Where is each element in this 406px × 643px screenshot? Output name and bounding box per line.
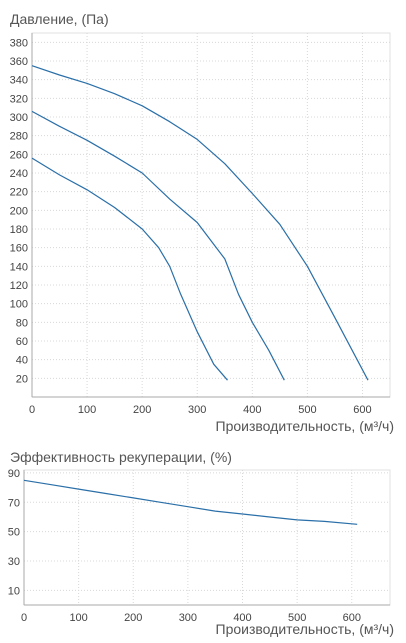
chart0-y-tick-label: 160 bbox=[10, 243, 28, 255]
chart0-y-tick-label: 240 bbox=[10, 168, 28, 180]
chart0-y-tick-label: 280 bbox=[10, 131, 28, 143]
chart1-x-tick-label: 500 bbox=[288, 612, 306, 624]
chart0-y-tick-label: 360 bbox=[10, 56, 28, 68]
chart0-x-tick-label: 100 bbox=[78, 404, 96, 416]
chart1-series-line-0 bbox=[23, 479, 358, 525]
chart0-y-tick-label: 140 bbox=[10, 261, 28, 273]
chart1-x-tick-label: 0 bbox=[21, 612, 27, 624]
chart1-y-tick-label: 90 bbox=[8, 468, 20, 480]
pressure-chart-title: Давление, (Па) bbox=[10, 11, 109, 27]
chart0-y-tick-label: 80 bbox=[16, 317, 28, 329]
chart1-x-tick-label: 600 bbox=[343, 612, 361, 624]
efficiency-plot: 10 30 50 70 90 0 100 200 300 400 500 600 bbox=[8, 468, 391, 624]
chart0-plot-area bbox=[31, 32, 391, 398]
chart0-series-line-2 bbox=[31, 65, 369, 381]
chart1-x-tick-label: 200 bbox=[124, 612, 142, 624]
chart1-y-tick-label: 30 bbox=[8, 556, 20, 568]
chart0-y-tick-label: 120 bbox=[10, 280, 28, 292]
chart0-y-tick-label: 20 bbox=[16, 373, 28, 385]
chart1-y-tick-label: 50 bbox=[8, 527, 20, 539]
pressure-chart-x-label: Производительность, (м³/ч) bbox=[215, 418, 394, 434]
chart1-x-tick-label: 400 bbox=[233, 612, 251, 624]
pressure-chart: Давление, (Па) 20 40 60 80 100 120 140 160 180 20… bbox=[10, 11, 394, 434]
chart0-y-tick-label: 60 bbox=[16, 336, 28, 348]
chart0-x-tick-label: 200 bbox=[133, 404, 151, 416]
chart0-x-tick-label: 0 bbox=[29, 404, 35, 416]
pressure-plot: 20 40 60 80 100 120 140 160 180 200 220 240 260 280 30… bbox=[10, 32, 391, 416]
efficiency-chart-x-label: Производительность, (м³/ч) bbox=[215, 621, 394, 637]
chart0-y-tick-label: 200 bbox=[10, 205, 28, 217]
chart1-y-tick-label: 70 bbox=[8, 497, 20, 509]
chart1-x-tick-label: 100 bbox=[69, 612, 87, 624]
efficiency-chart: Эффективность рекуперации, (%) 10 30 50 70 9… bbox=[0, 440, 406, 643]
chart0-series-line-1 bbox=[31, 110, 285, 381]
chart0-y-tick-label: 40 bbox=[16, 355, 28, 367]
chart0-x-tick-label: 300 bbox=[188, 404, 206, 416]
chart0-x-tick-label: 500 bbox=[298, 404, 316, 416]
chart0-y-tick-label: 340 bbox=[10, 75, 28, 87]
chart0-y-tick-label: 260 bbox=[10, 149, 28, 161]
chart1-y-tick-label: 10 bbox=[8, 585, 20, 597]
chart0-series-line-0 bbox=[31, 157, 228, 381]
chart0-x-tick-label: 600 bbox=[353, 404, 371, 416]
chart0-y-tick-label: 100 bbox=[10, 299, 28, 311]
efficiency-chart-title: Эффективность рекуперации, (%) bbox=[10, 449, 232, 465]
chart0-y-tick-label: 380 bbox=[10, 37, 28, 49]
chart1-x-tick-label: 300 bbox=[179, 612, 197, 624]
chart0-x-tick-label: 400 bbox=[243, 404, 261, 416]
chart0-y-tick-label: 300 bbox=[10, 112, 28, 124]
chart0-y-tick-label: 180 bbox=[10, 224, 28, 236]
chart0-y-tick-label: 220 bbox=[10, 187, 28, 199]
chart0-y-tick-label: 320 bbox=[10, 93, 28, 105]
